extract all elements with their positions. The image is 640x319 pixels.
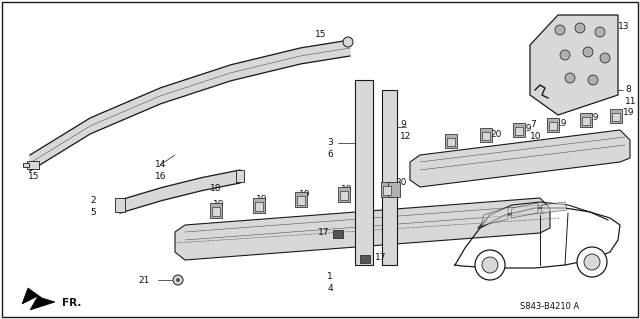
Bar — [297, 196, 305, 205]
Text: 19: 19 — [623, 108, 634, 117]
Polygon shape — [511, 203, 538, 218]
Text: 19: 19 — [299, 190, 310, 199]
Bar — [388, 182, 400, 197]
Circle shape — [560, 50, 570, 60]
Text: 20: 20 — [490, 130, 501, 139]
Polygon shape — [30, 40, 350, 171]
Bar — [295, 192, 307, 207]
Text: 14: 14 — [155, 160, 166, 169]
Polygon shape — [541, 202, 567, 213]
Bar — [340, 191, 348, 200]
Bar — [482, 132, 490, 140]
Text: 11: 11 — [625, 97, 637, 106]
Circle shape — [173, 275, 183, 285]
Circle shape — [584, 254, 600, 270]
Text: 19: 19 — [256, 195, 268, 204]
Circle shape — [565, 73, 575, 83]
Bar — [212, 207, 220, 216]
Bar — [382, 90, 397, 265]
Text: S843-B4210 A: S843-B4210 A — [520, 302, 579, 311]
Text: 19: 19 — [588, 113, 600, 122]
Text: 19: 19 — [341, 185, 353, 194]
Bar — [253, 198, 265, 213]
Bar — [480, 128, 492, 142]
Bar — [582, 117, 590, 125]
Circle shape — [600, 53, 610, 63]
Bar — [360, 255, 370, 263]
Text: 10: 10 — [530, 132, 541, 141]
Circle shape — [555, 25, 565, 35]
Text: 8: 8 — [625, 85, 631, 94]
Text: 21: 21 — [138, 276, 149, 285]
Text: 19: 19 — [556, 119, 568, 128]
Text: 12: 12 — [400, 132, 412, 141]
Circle shape — [475, 250, 505, 280]
Text: 18: 18 — [210, 184, 221, 193]
Polygon shape — [481, 207, 508, 226]
Text: 20: 20 — [395, 178, 406, 187]
Polygon shape — [120, 170, 240, 213]
Bar — [23, 163, 29, 167]
Text: 2: 2 — [90, 196, 95, 205]
Circle shape — [583, 47, 593, 57]
Bar — [381, 182, 393, 197]
Circle shape — [595, 27, 605, 37]
Bar — [27, 161, 39, 169]
Text: 5: 5 — [90, 208, 96, 217]
Bar — [447, 138, 455, 146]
Bar — [338, 187, 350, 202]
Circle shape — [575, 23, 585, 33]
Text: 15: 15 — [28, 172, 40, 181]
Text: 16: 16 — [155, 172, 166, 181]
Circle shape — [482, 257, 498, 273]
Text: 6: 6 — [327, 150, 333, 159]
Text: 19: 19 — [521, 124, 532, 133]
Bar — [513, 123, 525, 137]
Bar — [515, 127, 523, 135]
Bar — [610, 109, 622, 123]
Text: FR.: FR. — [62, 298, 81, 308]
Polygon shape — [410, 130, 630, 187]
Circle shape — [343, 37, 353, 47]
Bar — [445, 134, 457, 148]
Circle shape — [176, 278, 180, 282]
Text: 17: 17 — [375, 253, 387, 262]
Circle shape — [588, 75, 598, 85]
Bar — [115, 198, 125, 212]
Text: 17: 17 — [318, 228, 330, 237]
Circle shape — [577, 247, 607, 277]
Bar — [547, 118, 559, 132]
Bar — [355, 80, 373, 265]
Polygon shape — [530, 15, 618, 115]
Bar — [580, 113, 592, 127]
Bar — [333, 230, 343, 238]
Bar — [210, 203, 222, 218]
Polygon shape — [22, 288, 55, 310]
Bar — [549, 122, 557, 130]
Text: 3: 3 — [327, 138, 333, 147]
Polygon shape — [175, 198, 550, 260]
Text: 4: 4 — [327, 284, 333, 293]
Bar — [236, 170, 244, 182]
Bar — [383, 186, 391, 195]
Text: 13: 13 — [618, 22, 630, 31]
Bar — [255, 202, 263, 211]
Text: 1: 1 — [327, 272, 333, 281]
Text: 9: 9 — [400, 120, 406, 129]
Text: 7: 7 — [530, 120, 536, 129]
Text: 19: 19 — [213, 200, 225, 209]
Text: 15: 15 — [315, 30, 326, 39]
Bar — [612, 113, 620, 121]
